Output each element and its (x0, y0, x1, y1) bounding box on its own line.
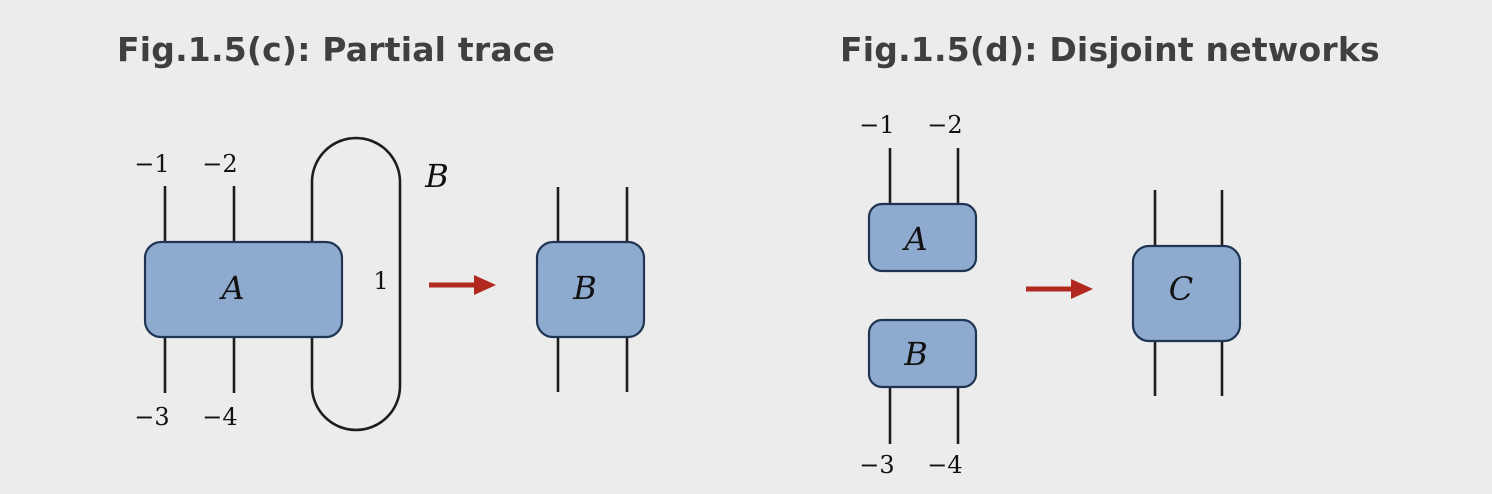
disjoint-index-label-minus-3: −3 (859, 451, 894, 479)
loop-label-b: B (424, 157, 449, 195)
result-tensor-b-label: B (572, 269, 597, 307)
disjoint-tensor-a-label: A (901, 220, 927, 258)
disjoint-index-label-minus-2: −2 (927, 111, 962, 139)
contracted-index-label: 1 (373, 267, 388, 295)
disjoint-index-label-minus-4: −4 (927, 451, 962, 479)
right-arrow-icon (1026, 279, 1093, 299)
right-arrow-icon (429, 275, 496, 295)
fig-c-diagram: A −1 −2 −3 −4 B 1 B (134, 136, 646, 432)
fig-d-title: Fig.1.5(d): Disjoint networks (840, 30, 1380, 69)
disjoint-tensor-b-label: B (903, 335, 928, 373)
result-tensor-c-box (1131, 244, 1242, 343)
index-label-minus-1: −1 (134, 150, 169, 178)
fig-c-title: Fig.1.5(c): Partial trace (117, 30, 556, 69)
index-label-minus-2: −2 (202, 150, 237, 178)
tensor-a-box (143, 240, 344, 339)
result-tensor-b-box (535, 240, 646, 339)
fig-d-diagram: A B −1 −2 −3 −4 C (859, 111, 1242, 479)
disjoint-index-label-minus-1: −1 (859, 111, 894, 139)
index-label-minus-4: −4 (202, 403, 237, 431)
tensor-a-label: A (218, 269, 244, 307)
trace-loop (310, 136, 402, 432)
disjoint-tensor-a-box (867, 202, 978, 273)
result-tensor-c-label: C (1169, 270, 1193, 308)
index-label-minus-3: −3 (134, 403, 169, 431)
disjoint-tensor-b-box (867, 318, 978, 389)
